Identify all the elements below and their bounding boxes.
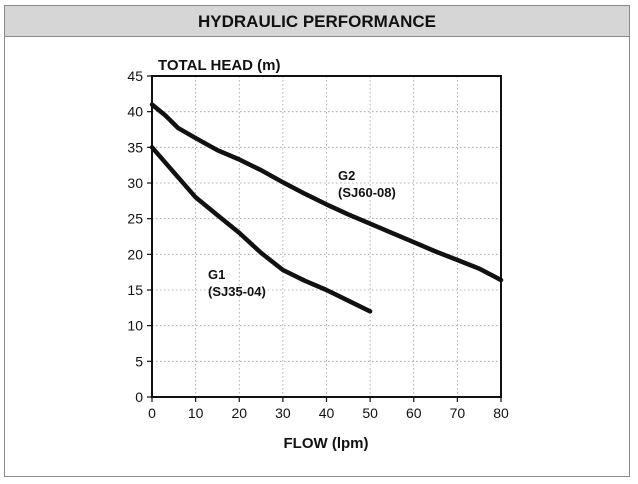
series-label-g1: G1 xyxy=(208,267,225,282)
y-tick-label: 0 xyxy=(135,389,143,405)
y-axis-title: TOTAL HEAD (m) xyxy=(158,57,281,74)
chart-panel: HYDRAULIC PERFORMANCE xyxy=(4,5,630,477)
series-label-g2: (SJ60-08) xyxy=(338,185,396,200)
chart-header: HYDRAULIC PERFORMANCE xyxy=(5,6,629,37)
x-tick-label: 70 xyxy=(450,405,466,421)
x-tick-label: 80 xyxy=(493,405,509,421)
y-tick-label: 20 xyxy=(127,246,143,262)
x-tick-label: 0 xyxy=(148,405,156,421)
series-line-g1 xyxy=(149,145,373,314)
y-tick-label: 5 xyxy=(135,353,143,369)
series-line-g2 xyxy=(149,102,504,283)
x-tick-label: 10 xyxy=(188,405,204,421)
x-tick-label: 20 xyxy=(231,405,247,421)
x-tick-label: 30 xyxy=(275,405,291,421)
y-tick-label: 45 xyxy=(127,68,143,84)
x-axis-title: FLOW (lpm) xyxy=(284,435,369,452)
x-tick-label: 40 xyxy=(319,405,335,421)
y-tick-label: 15 xyxy=(127,282,143,298)
series-label-g2: G2 xyxy=(338,168,355,183)
y-tick-label: 30 xyxy=(127,175,143,191)
series-labels: G1 (SJ35-04) G2 (SJ60-08) xyxy=(208,168,396,299)
axis-ticks: 0 10 20 30 40 50 60 70 80 0 5 10 15 20 25 30 35 40 45 xyxy=(127,68,509,421)
series xyxy=(149,102,504,314)
y-tick-label: 40 xyxy=(127,104,143,120)
y-tick-label: 10 xyxy=(127,318,143,334)
x-tick-label: 50 xyxy=(362,405,378,421)
y-tick-label: 25 xyxy=(127,211,143,227)
y-tick-label: 35 xyxy=(127,139,143,155)
grid xyxy=(152,76,501,397)
x-tick-label: 60 xyxy=(406,405,422,421)
series-label-g1: (SJ35-04) xyxy=(208,284,266,299)
